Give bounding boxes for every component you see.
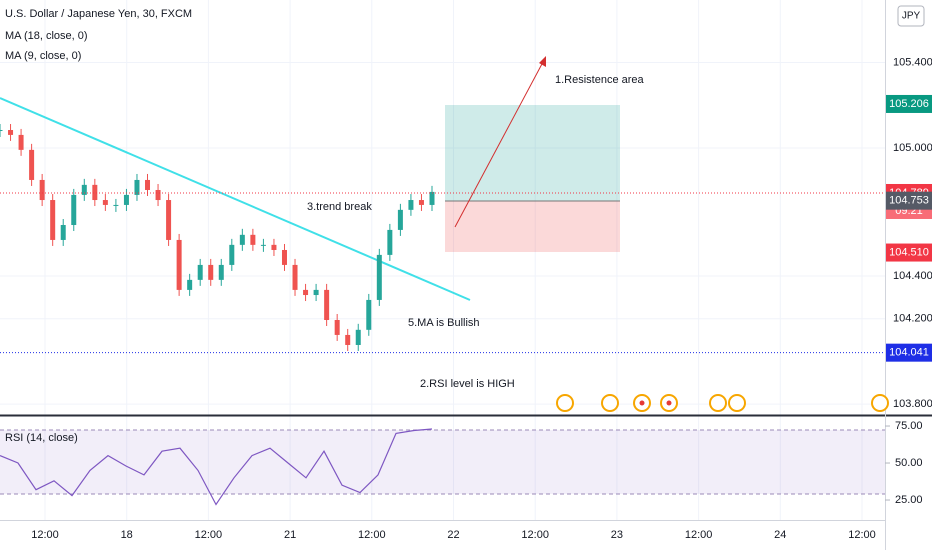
candle — [50, 200, 56, 240]
candle — [250, 234, 256, 245]
candle — [376, 254, 382, 300]
candle — [92, 184, 98, 201]
candle — [113, 204, 119, 206]
candle — [0, 130, 3, 132]
price-label: 104.041 — [889, 347, 929, 359]
candle — [39, 179, 45, 201]
candle — [313, 289, 319, 296]
candle — [345, 334, 351, 345]
candle — [208, 264, 214, 280]
x-tick-label: 18 — [121, 529, 133, 541]
candle — [218, 264, 224, 280]
candle — [418, 200, 424, 205]
x-tick-label: 12:00 — [521, 529, 549, 541]
candle — [187, 279, 193, 290]
event-icon[interactable] — [601, 394, 619, 412]
event-icon[interactable] — [709, 394, 727, 412]
event-icons — [556, 394, 889, 412]
candle — [229, 244, 235, 265]
y-tick-label: 104.200 — [893, 313, 932, 325]
rsi-title: RSI (14, close) — [5, 432, 78, 444]
event-icon[interactable] — [556, 394, 574, 412]
candle — [355, 329, 361, 345]
y-tick-label: 75.00 — [895, 420, 923, 432]
candle — [271, 244, 277, 250]
candle — [29, 149, 35, 180]
price-box — [886, 94, 932, 113]
event-dot — [639, 400, 645, 406]
y-tick-label: 50.00 — [895, 457, 923, 469]
x-tick-label: 12:00 — [31, 529, 59, 541]
price-box — [886, 243, 932, 262]
price-label: 105.206 — [889, 98, 929, 110]
candle — [176, 239, 182, 290]
candle — [81, 184, 87, 195]
candle — [145, 179, 151, 190]
candle — [166, 200, 172, 240]
candle — [292, 264, 298, 290]
candle — [239, 234, 245, 245]
candle — [18, 134, 24, 150]
candle — [197, 264, 203, 280]
y-tick-label: 25.00 — [895, 494, 923, 506]
candle — [60, 225, 66, 240]
annotation: 3.trend break — [307, 201, 372, 213]
price-label: 104.753 — [889, 195, 929, 207]
annotation: 1.Resistence area — [555, 74, 645, 86]
price-label: 104.510 — [889, 246, 929, 258]
x-tick-label: 22 — [447, 529, 459, 541]
x-tick-label: 24 — [774, 529, 786, 541]
annotation: 2.RSI level is HIGH — [420, 378, 515, 390]
rsi-line — [0, 428, 433, 506]
candle — [281, 249, 287, 265]
currency-box[interactable] — [897, 5, 925, 27]
candle — [408, 200, 414, 210]
candle — [303, 289, 309, 296]
candle — [71, 194, 77, 226]
event-dot — [666, 400, 672, 406]
x-tick-label: 12:00 — [848, 529, 876, 541]
candle — [260, 244, 266, 246]
x-tick-label: 23 — [611, 529, 623, 541]
x-tick-label: 12:00 — [358, 529, 386, 541]
candle — [397, 209, 403, 230]
candle — [387, 229, 393, 255]
indicator: MA (18, close, 0) — [5, 30, 88, 42]
rsi-band — [0, 430, 885, 494]
candle — [123, 194, 129, 205]
y-tick-label: 105.400 — [893, 56, 932, 68]
currency[interactable]: JPY — [902, 11, 921, 22]
arrow-head — [539, 56, 546, 67]
marks — [0, 124, 885, 506]
candle — [155, 189, 161, 201]
candle — [334, 320, 340, 335]
candle — [324, 289, 330, 321]
indicator: MA (9, close, 0) — [5, 50, 81, 62]
annotation: 5.MA is Bullish — [408, 317, 480, 329]
price-box — [886, 191, 932, 210]
stop-zone — [445, 201, 620, 252]
x-tick-label: 12:00 — [195, 529, 223, 541]
x-tick-label: 21 — [284, 529, 296, 541]
candle — [102, 200, 108, 205]
candle — [8, 130, 14, 135]
trend-line — [0, 97, 471, 301]
y-tick-label: 103.800 — [893, 398, 932, 410]
candle — [134, 179, 140, 195]
event-icon[interactable] — [728, 394, 746, 412]
event-icon[interactable] — [871, 394, 889, 412]
candle — [429, 191, 435, 205]
target-zone — [445, 105, 620, 201]
symbol: U.S. Dollar / Japanese Yen, 30, FXCM — [5, 8, 192, 20]
arrow — [454, 61, 544, 228]
x-tick-label: 12:00 — [685, 529, 713, 541]
y-tick-label: 104.400 — [893, 270, 932, 282]
y-tick-label: 105.000 — [893, 142, 932, 154]
grid — [0, 0, 885, 520]
candle — [366, 299, 372, 330]
price-box — [886, 343, 932, 362]
